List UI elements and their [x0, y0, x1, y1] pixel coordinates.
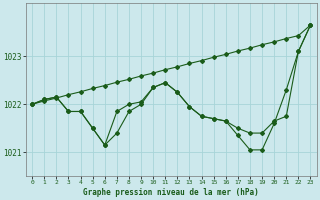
- X-axis label: Graphe pression niveau de la mer (hPa): Graphe pression niveau de la mer (hPa): [84, 188, 259, 197]
